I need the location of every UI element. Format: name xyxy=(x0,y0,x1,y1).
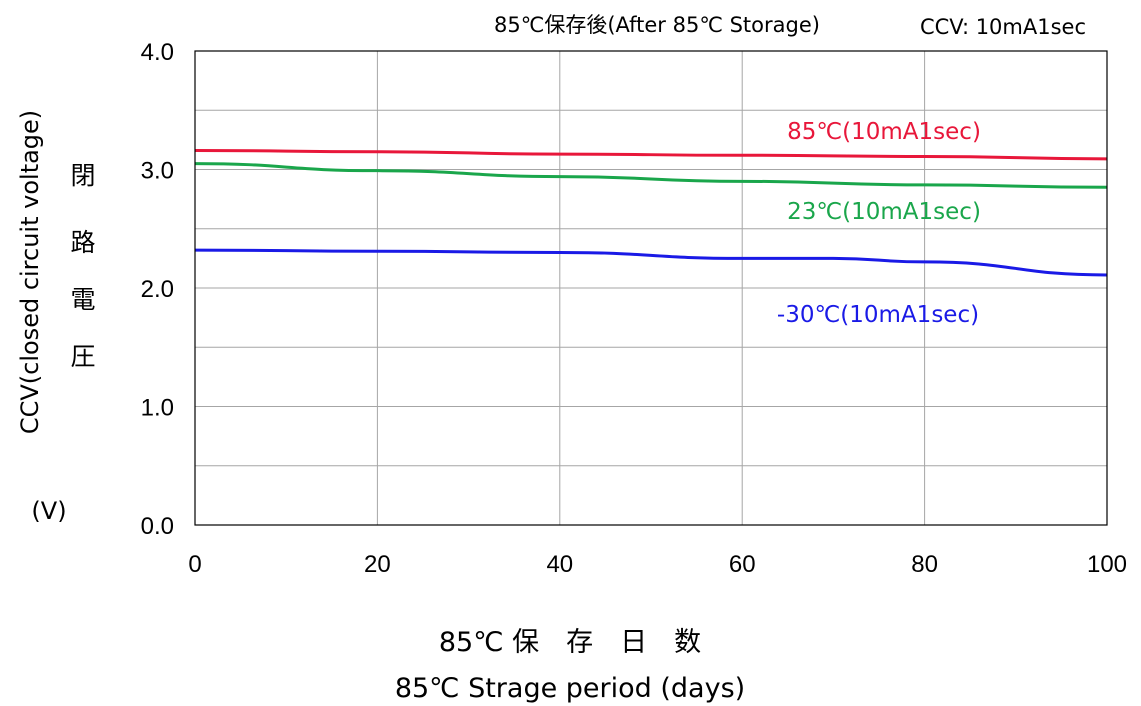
x-tick-label: 0 xyxy=(188,551,201,578)
y-axis-label: CCV(closed circuit voltage) xyxy=(16,110,44,434)
x-tick-label: 20 xyxy=(364,551,391,578)
series-label: 23℃(10mA1sec) xyxy=(787,199,981,225)
series-layer xyxy=(194,149,1108,277)
x-axis-label-jp: 85℃ 保 存 日 数 xyxy=(439,627,701,658)
x-axis-label-en: 85℃ Strage period (days) xyxy=(395,673,745,704)
y-tick-label: 1.0 xyxy=(141,395,174,422)
plot-frame xyxy=(194,50,1108,526)
chart-title: 85℃保存後(After 85℃ Storage) xyxy=(494,13,820,37)
y-axis-unit: (V) xyxy=(31,497,66,525)
y-axis-label-jp-char: 圧 xyxy=(70,342,95,371)
series-line xyxy=(194,162,1108,189)
series-label: -30℃(10mA1sec) xyxy=(777,302,979,328)
series-line xyxy=(194,248,1108,277)
y-axis-label-jp-char: 路 xyxy=(70,228,95,257)
series-label: 85℃(10mA1sec) xyxy=(787,119,981,145)
x-tick-label: 100 xyxy=(1087,551,1127,578)
x-tick-label: 60 xyxy=(729,551,756,578)
chart-subtitle: CCV: 10mA1sec xyxy=(920,15,1086,39)
series-line xyxy=(194,149,1108,161)
y-tick-label: 2.0 xyxy=(141,276,174,303)
y-tick-label: 3.0 xyxy=(141,158,174,185)
y-axis-label-jp-char: 閉 xyxy=(70,161,95,190)
series-labels: 85℃(10mA1sec) 23℃(10mA1sec) -30℃(10mA1sec) xyxy=(777,119,981,328)
x-tick-label: 40 xyxy=(546,551,573,578)
y-tick-label: 4.0 xyxy=(141,39,174,66)
y-tick-label: 0.0 xyxy=(141,513,174,540)
y-axis-label-jp-char: 電 xyxy=(70,285,95,314)
x-tick-label: 80 xyxy=(911,551,938,578)
tick-labels: 0 20 40 60 80 100 0.0 1.0 2.0 3.0 4.0 xyxy=(141,39,1127,578)
